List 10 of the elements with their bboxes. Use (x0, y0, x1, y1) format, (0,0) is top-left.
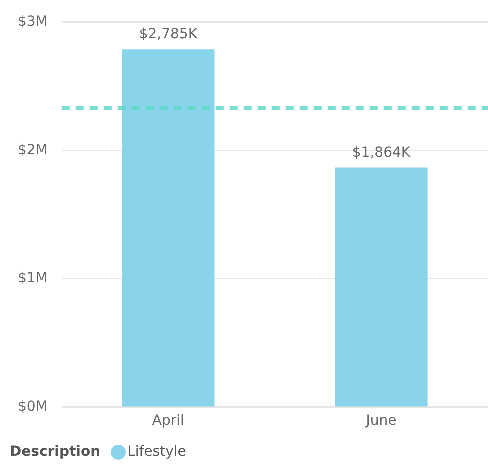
x-tick-label: April (152, 413, 184, 430)
y-tick-label: $3M (18, 14, 48, 30)
y-tick-label: $2M (18, 142, 48, 158)
y-tick-label: $1M (18, 270, 48, 287)
y-tick-label: $0M (18, 398, 48, 415)
legend-title: Description (10, 444, 101, 460)
data-label: $2,785K (139, 26, 198, 43)
data-label: $1,864K (352, 144, 412, 161)
x-tick-label: June (365, 413, 397, 430)
legend-label: Lifestyle (128, 444, 186, 460)
